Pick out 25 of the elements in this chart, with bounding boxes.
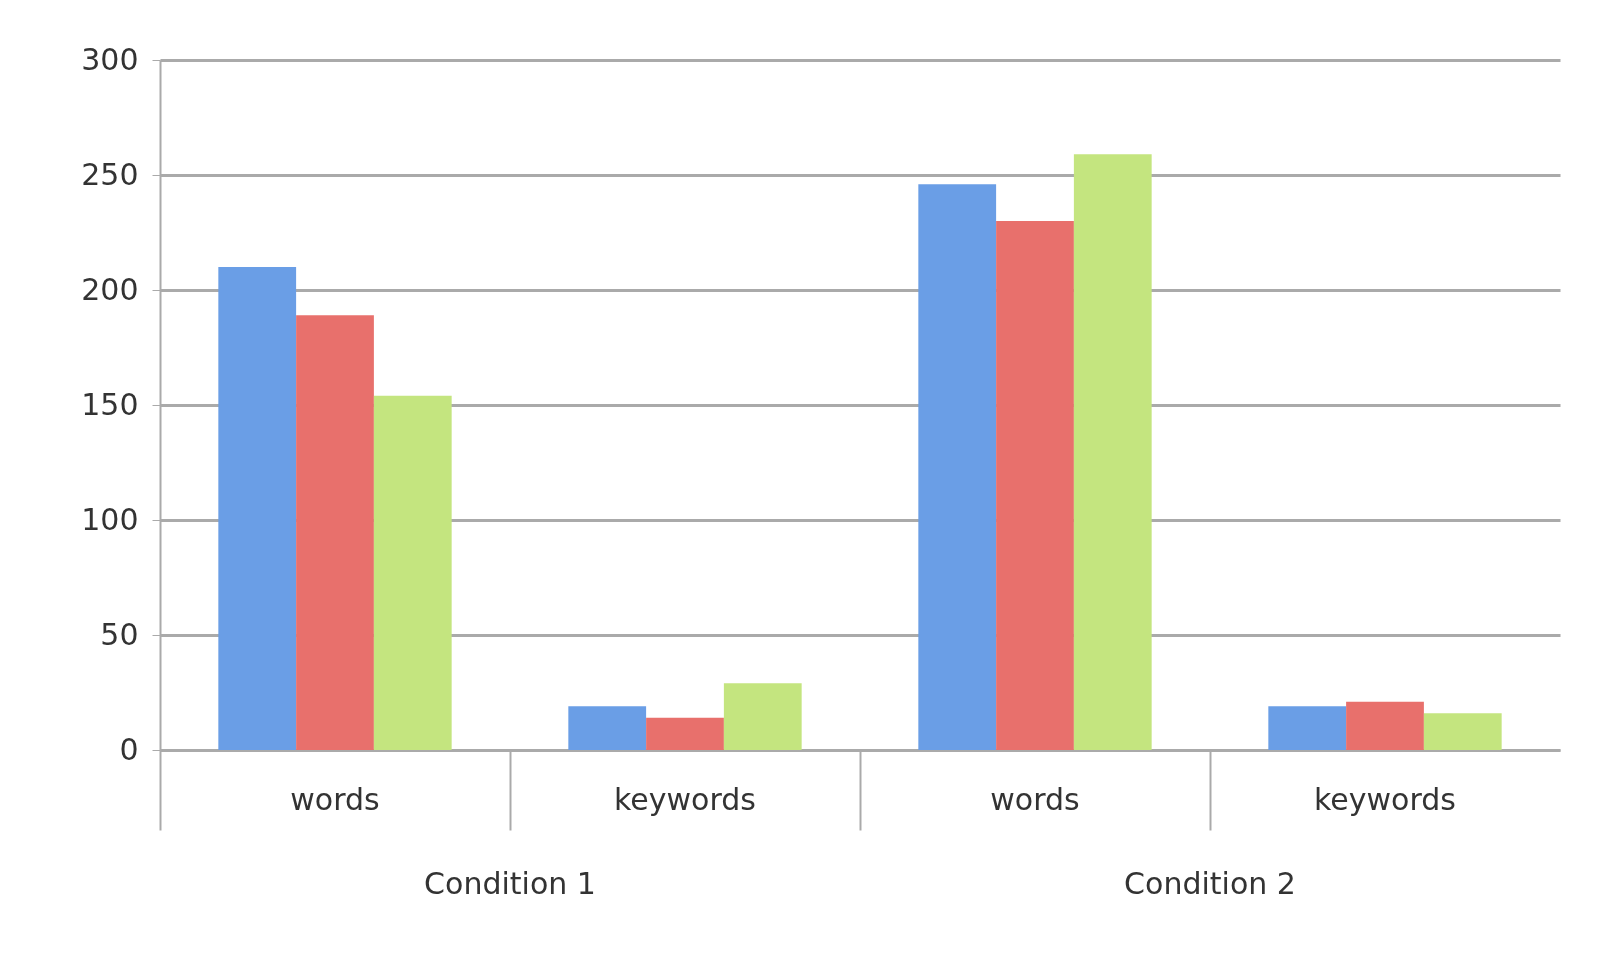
x-tick-label: words <box>290 781 380 817</box>
bar <box>646 717 724 750</box>
bar <box>1073 154 1152 750</box>
y-tick-label: 0 <box>119 731 139 767</box>
text: Condition 2 <box>1124 866 1296 901</box>
bar <box>296 315 374 750</box>
y-tick-label: 300 <box>81 41 139 77</box>
bar <box>723 683 802 750</box>
y-tick-label: 100 <box>81 501 139 537</box>
y-tick-label: 150 <box>81 386 139 422</box>
bar <box>568 706 647 750</box>
y-tick-label: 200 <box>81 271 139 307</box>
bar <box>918 184 997 750</box>
bar <box>373 395 452 750</box>
x-tick-label: words <box>990 781 1080 817</box>
bar <box>1423 713 1502 750</box>
bar <box>1346 701 1424 750</box>
x-tick-label: keywords <box>1314 781 1456 817</box>
y-tick-label: 250 <box>81 156 139 192</box>
bar <box>1268 706 1347 750</box>
bar <box>996 221 1074 750</box>
y-tick-label: 50 <box>100 616 139 652</box>
bar <box>218 267 297 750</box>
text: Condition 1 <box>424 866 596 901</box>
x-tick-label: keywords <box>614 781 756 817</box>
